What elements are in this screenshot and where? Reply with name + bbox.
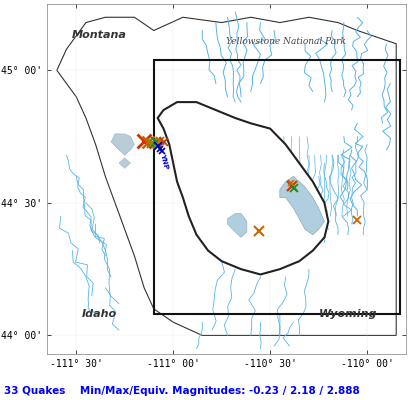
Text: 33 Quakes    Min/Max/Equiv. Magnitudes: -0.23 / 2.18 / 2.888: 33 Quakes Min/Max/Equiv. Magnitudes: -0.… — [4, 386, 359, 396]
Text: Wyoming: Wyoming — [318, 309, 376, 319]
Text: Yellowstone National Park: Yellowstone National Park — [225, 37, 345, 46]
Polygon shape — [111, 134, 134, 155]
Text: Idaho: Idaho — [82, 309, 117, 319]
Polygon shape — [119, 158, 130, 168]
Text: Montana: Montana — [72, 30, 127, 40]
Polygon shape — [279, 176, 324, 235]
Bar — [153, 60, 399, 314]
Polygon shape — [227, 214, 246, 237]
Polygon shape — [57, 17, 395, 336]
Text: YNP: YNP — [158, 152, 168, 170]
Polygon shape — [157, 102, 328, 274]
